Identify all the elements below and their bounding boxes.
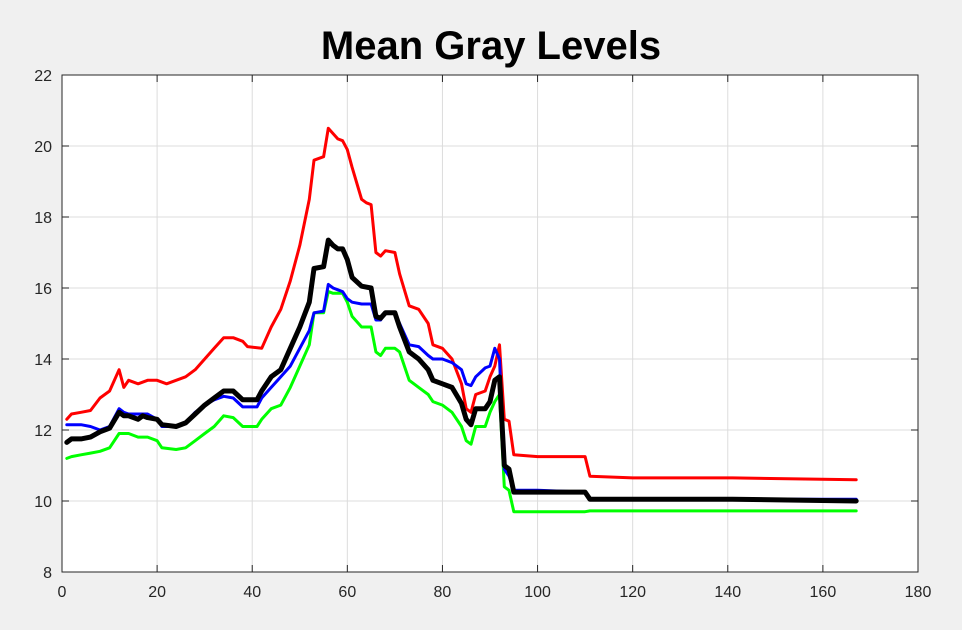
plot-area	[61, 74, 919, 573]
x-tick-label: 40	[243, 584, 261, 601]
x-tick-label: 160	[810, 584, 837, 601]
x-tick-label: 60	[338, 584, 356, 601]
x-tick-label: 80	[434, 584, 452, 601]
axis-ticks: 0 20 40 60 80 100 120 140 160 180 8 10 12 14 16 18 20 22	[34, 68, 931, 601]
y-tick-label: 20	[34, 139, 52, 156]
x-tick-label: 100	[524, 584, 551, 601]
x-tick-label: 180	[905, 584, 932, 601]
x-tick-label: 140	[714, 584, 741, 601]
y-tick-label: 14	[34, 352, 52, 369]
x-tick-label: 120	[619, 584, 646, 601]
y-tick-label: 8	[43, 565, 52, 582]
y-tick-label: 22	[34, 68, 52, 85]
data-series	[64, 126, 859, 514]
series-line-3	[65, 282, 858, 501]
y-tick-label: 10	[34, 494, 52, 511]
y-tick-label: 12	[34, 423, 52, 440]
series-line-4	[64, 237, 859, 504]
series-line-1	[65, 126, 858, 482]
x-tick-label: 20	[148, 584, 166, 601]
y-tick-label: 16	[34, 281, 52, 298]
y-tick-label: 18	[34, 210, 52, 227]
plot-frame	[61, 74, 919, 573]
chart-title: Mean Gray Levels	[321, 24, 661, 68]
x-tick-label: 0	[58, 584, 67, 601]
